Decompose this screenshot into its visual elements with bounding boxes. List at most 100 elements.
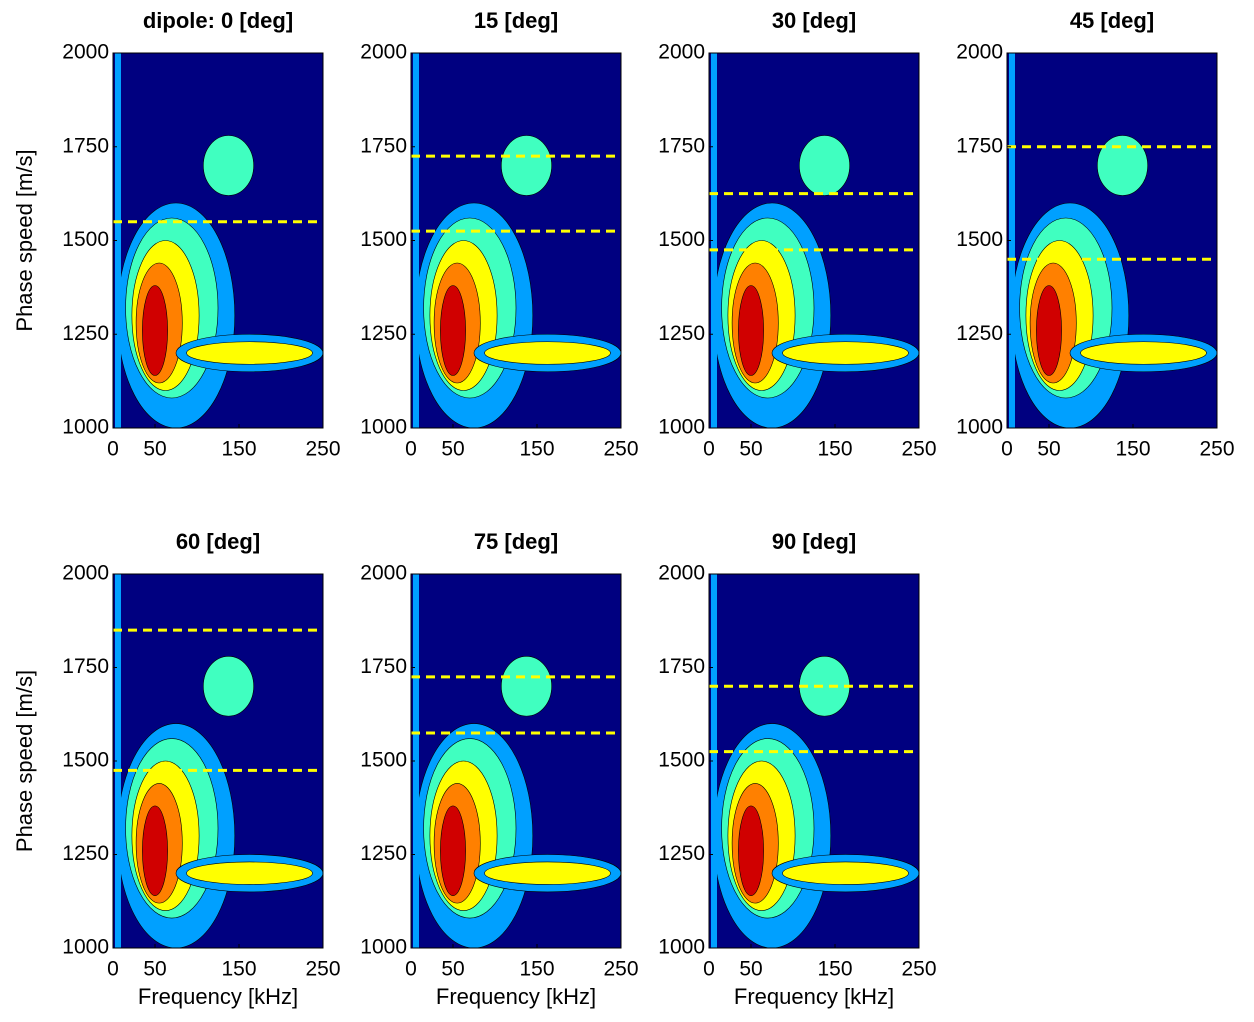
x-tick-label: 50	[143, 958, 166, 981]
contour-field	[413, 574, 621, 948]
contour-field	[711, 574, 919, 948]
contour-region	[186, 861, 313, 885]
x-tick-label: 50	[143, 438, 166, 461]
contour-region	[440, 805, 466, 896]
x-tick-label: 50	[441, 958, 464, 981]
x-tick-label: 150	[519, 958, 554, 981]
contour-region	[186, 341, 313, 365]
y-tick-label: 1750	[360, 655, 407, 678]
y-tick-label: 1750	[62, 134, 109, 157]
contour-region	[413, 574, 419, 948]
x-tick-label: 250	[305, 958, 340, 981]
y-tick-label: 2000	[360, 562, 407, 585]
panel-title: 60 [deg]	[176, 529, 260, 554]
x-tick-label: 250	[901, 438, 936, 461]
y-tick-label: 2000	[956, 41, 1003, 64]
y-tick-label: 2000	[62, 562, 109, 585]
contour-region	[484, 341, 611, 365]
plot: 1000 1250 1500 1750 2000 0 50 150 250 30 [deg]	[658, 8, 936, 461]
contour-region	[738, 285, 764, 376]
y-tick-label: 1250	[62, 842, 109, 865]
contour-region	[142, 285, 168, 376]
y-axis-label: Phase speed [m/s]	[12, 670, 37, 852]
y-tick-label: 1000	[658, 416, 705, 439]
y-tick-label: 1000	[658, 936, 705, 959]
x-tick-label: 250	[1199, 438, 1234, 461]
x-tick-label: 250	[305, 438, 340, 461]
y-tick-label: 1500	[360, 749, 407, 772]
y-tick-label: 1250	[360, 842, 407, 865]
x-tick-label: 0	[405, 438, 417, 461]
y-tick-label: 1500	[62, 749, 109, 772]
y-axis-label: Phase speed [m/s]	[12, 149, 37, 331]
panel-title: 75 [deg]	[474, 529, 558, 554]
contour-region	[798, 135, 850, 196]
y-tick-label: 1750	[658, 655, 705, 678]
contour-field	[115, 53, 323, 428]
y-tick-label: 1500	[62, 228, 109, 251]
contour-region	[142, 805, 168, 896]
x-tick-label: 250	[901, 958, 936, 981]
contour-region	[1080, 341, 1207, 365]
y-tick-label: 1500	[658, 749, 705, 772]
x-axis-label: Frequency [kHz]	[436, 984, 596, 1009]
panel-title: 15 [deg]	[474, 8, 558, 33]
y-tick-label: 1000	[62, 936, 109, 959]
y-tick-label: 1750	[658, 134, 705, 157]
x-axis-label: Frequency [kHz]	[138, 984, 298, 1009]
panel-title: 90 [deg]	[772, 529, 856, 554]
x-tick-label: 0	[703, 958, 715, 981]
plot: 1000 1250 1500 1750 2000 0 50 150 250 75 [deg] Fre…	[360, 529, 638, 1009]
contour-region	[500, 655, 552, 717]
y-tick-label: 1750	[360, 134, 407, 157]
contour-region	[440, 285, 466, 376]
contour-field	[1009, 53, 1217, 428]
y-tick-label: 1250	[658, 842, 705, 865]
y-tick-label: 1500	[360, 228, 407, 251]
y-tick-label: 1000	[360, 416, 407, 439]
y-tick-label: 1250	[956, 322, 1003, 345]
y-tick-label: 1750	[62, 655, 109, 678]
x-tick-label: 50	[739, 958, 762, 981]
contour-field	[115, 574, 323, 948]
panel-title: 30 [deg]	[772, 8, 856, 33]
y-tick-label: 2000	[658, 562, 705, 585]
x-tick-label: 150	[817, 438, 852, 461]
x-tick-label: 0	[107, 958, 119, 981]
y-tick-label: 2000	[658, 41, 705, 64]
x-tick-label: 150	[519, 438, 554, 461]
x-tick-label: 150	[817, 958, 852, 981]
contour-region	[1036, 285, 1062, 376]
panel-title: 45 [deg]	[1070, 8, 1154, 33]
x-tick-label: 50	[441, 438, 464, 461]
plot: 1000 1250 1500 1750 2000 0 50 150 250 60 [deg] Fre…	[12, 529, 341, 1009]
y-tick-label: 2000	[62, 41, 109, 64]
panel-title: dipole: 0 [deg]	[143, 8, 293, 33]
y-tick-label: 2000	[360, 41, 407, 64]
x-tick-label: 0	[703, 438, 715, 461]
y-tick-label: 1750	[956, 134, 1003, 157]
x-tick-label: 50	[1037, 438, 1060, 461]
contour-region	[115, 574, 121, 948]
contour-region	[1009, 53, 1015, 428]
contour-region	[711, 53, 717, 428]
contour-field	[711, 53, 919, 428]
contour-region	[738, 805, 764, 896]
x-tick-label: 150	[1115, 438, 1150, 461]
x-tick-label: 250	[603, 958, 638, 981]
x-tick-label: 150	[221, 438, 256, 461]
y-tick-label: 1250	[360, 322, 407, 345]
contour-region	[500, 135, 552, 196]
y-tick-label: 1500	[956, 228, 1003, 251]
contour-field	[413, 53, 621, 428]
plot: 1000 1250 1500 1750 2000 0 50 150 250 dipole: 0 […	[12, 8, 341, 461]
x-tick-label: 0	[405, 958, 417, 981]
contour-region	[711, 574, 717, 948]
contour-region	[413, 53, 419, 428]
plot: 1000 1250 1500 1750 2000 0 50 150 250 90 [deg] Fre…	[658, 529, 936, 1009]
x-tick-label: 250	[603, 438, 638, 461]
y-tick-label: 1500	[658, 228, 705, 251]
contour-region	[782, 861, 909, 885]
contour-region	[484, 861, 611, 885]
